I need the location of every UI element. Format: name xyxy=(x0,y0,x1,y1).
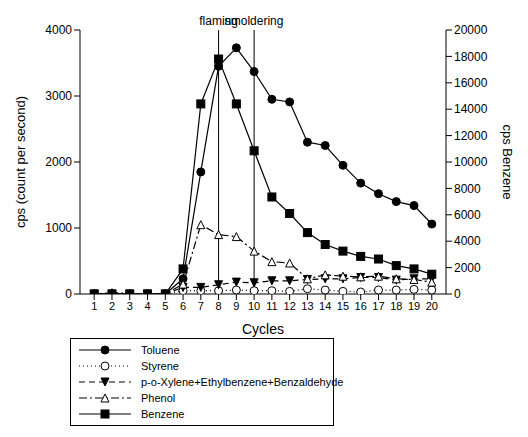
svg-text:20: 20 xyxy=(426,300,438,312)
svg-text:smoldering: smoldering xyxy=(225,14,284,28)
svg-text:16: 16 xyxy=(355,300,367,312)
svg-text:flaming: flaming xyxy=(199,14,238,28)
svg-text:19: 19 xyxy=(408,300,420,312)
svg-text:18000: 18000 xyxy=(454,50,488,64)
html-text:Toluene: Toluene xyxy=(141,344,180,356)
svg-text:14: 14 xyxy=(319,300,331,312)
svg-text:9: 9 xyxy=(233,300,239,312)
svg-text:12000: 12000 xyxy=(454,129,488,143)
svg-text:12: 12 xyxy=(284,300,296,312)
html-text:Benzene: Benzene xyxy=(141,408,185,420)
html-text:Styrene: Styrene xyxy=(141,360,179,372)
html-text:p-o-Xylene+Ethylbenzene+Benzal: p-o-Xylene+Ethylbenzene+Benzaldehyde xyxy=(141,376,344,388)
svg-text:cps Benzene: cps Benzene xyxy=(500,124,515,199)
svg-text:18: 18 xyxy=(390,300,402,312)
svg-text:8: 8 xyxy=(216,300,222,312)
svg-text:17: 17 xyxy=(372,300,384,312)
svg-text:3: 3 xyxy=(127,300,133,312)
svg-text:8000: 8000 xyxy=(454,182,481,196)
svg-text:2000: 2000 xyxy=(454,261,481,275)
svg-text:20000: 20000 xyxy=(454,23,488,37)
html-text:Phenol: Phenol xyxy=(141,392,176,404)
svg-text:10: 10 xyxy=(248,300,260,312)
svg-text:13: 13 xyxy=(301,300,313,312)
svg-text:14000: 14000 xyxy=(454,102,488,116)
svg-text:0: 0 xyxy=(65,287,72,301)
svg-text:6000: 6000 xyxy=(454,208,481,222)
svg-text:6: 6 xyxy=(180,300,186,312)
svg-text:5: 5 xyxy=(162,300,168,312)
svg-text:2: 2 xyxy=(109,300,115,312)
svg-text:1: 1 xyxy=(91,300,97,312)
svg-text:4000: 4000 xyxy=(45,23,72,37)
svg-text:Cycles: Cycles xyxy=(242,321,284,337)
svg-text:4: 4 xyxy=(144,300,150,312)
svg-text:1000: 1000 xyxy=(45,221,72,235)
svg-text:10000: 10000 xyxy=(454,155,488,169)
svg-text:4000: 4000 xyxy=(454,234,481,248)
svg-text:11: 11 xyxy=(266,300,277,312)
svg-text:16000: 16000 xyxy=(454,76,488,90)
svg-text:3000: 3000 xyxy=(45,89,72,103)
svg-text:2000: 2000 xyxy=(45,155,72,169)
svg-text:0: 0 xyxy=(454,287,461,301)
svg-text:7: 7 xyxy=(198,300,204,312)
svg-text:cps (count per second): cps (count per second) xyxy=(13,96,28,228)
svg-text:15: 15 xyxy=(337,300,349,312)
